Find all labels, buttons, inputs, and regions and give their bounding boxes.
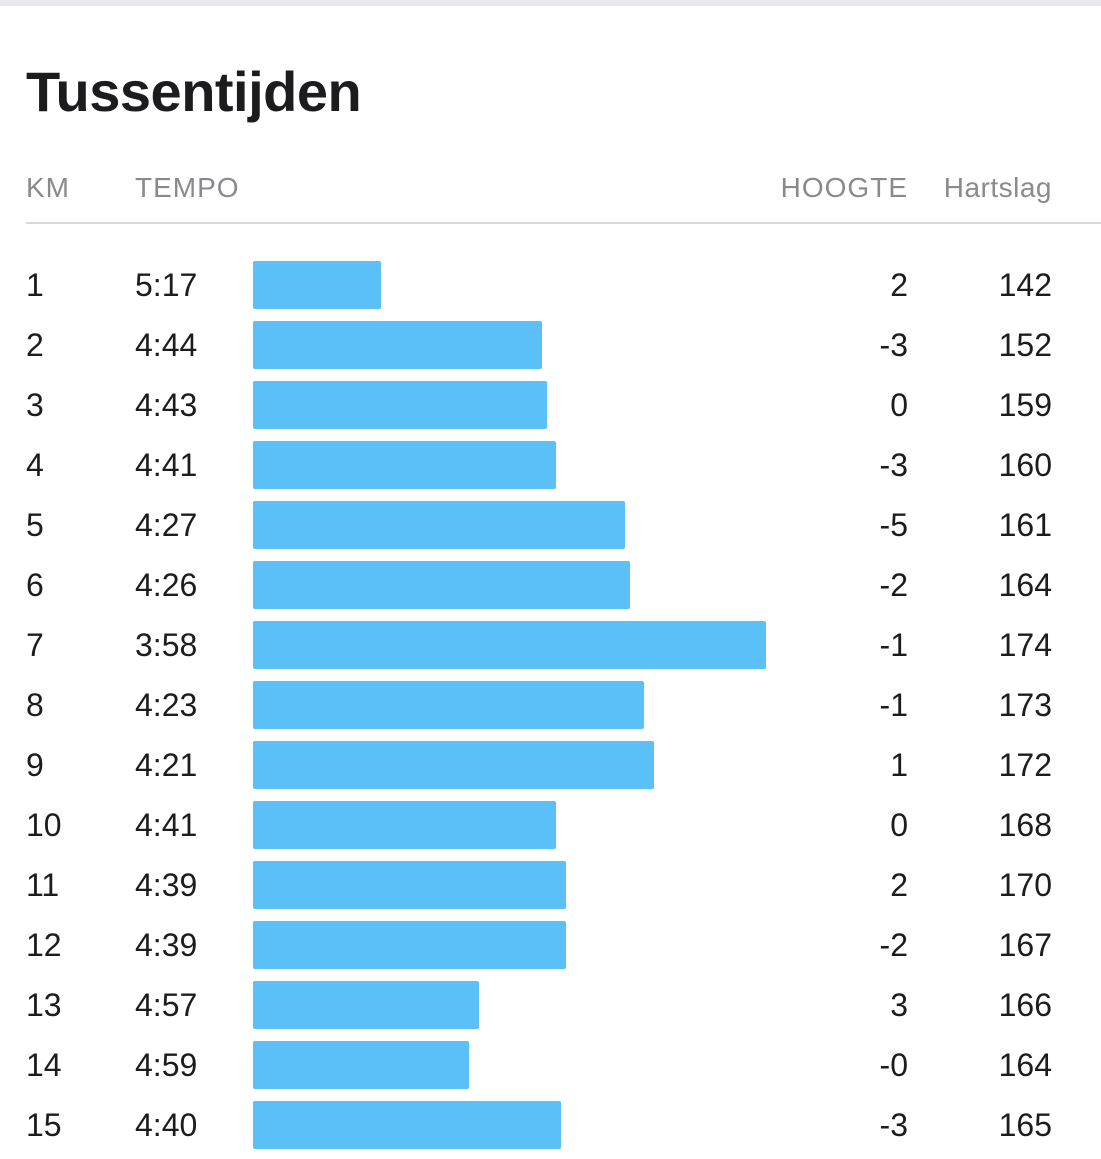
split-pace-bar xyxy=(253,501,625,549)
split-pace-bar xyxy=(253,981,479,1029)
split-tempo: 4:43 xyxy=(135,387,198,423)
split-km: 5 xyxy=(26,507,44,543)
page-title: Tussentijden xyxy=(26,60,362,123)
split-row: 11 4:39 2 170 xyxy=(0,855,1101,915)
split-hoogte: -3 xyxy=(879,1107,908,1143)
split-pace-bar xyxy=(253,741,654,789)
split-km: 8 xyxy=(26,687,44,723)
splits-list: 1 5:17 2 142 2 4:44 -3 152 3 4:43 0 159 … xyxy=(0,255,1101,1155)
split-hoogte: -3 xyxy=(879,447,908,483)
split-tempo: 4:27 xyxy=(135,507,198,543)
split-km: 4 xyxy=(26,447,44,483)
split-km: 6 xyxy=(26,567,44,603)
split-row: 15 4:40 -3 165 xyxy=(0,1095,1101,1155)
split-tempo: 4:41 xyxy=(135,447,198,483)
split-pace-bar xyxy=(253,1041,469,1089)
split-tempo: 3:58 xyxy=(135,627,198,663)
split-km: 11 xyxy=(26,867,60,903)
column-header-tempo: TEMPO xyxy=(135,172,240,203)
split-row: 7 3:58 -1 174 xyxy=(0,615,1101,675)
split-row: 5 4:27 -5 161 xyxy=(0,495,1101,555)
split-pace-bar xyxy=(253,621,766,669)
split-hartslag: 142 xyxy=(998,267,1052,303)
split-km: 1 xyxy=(26,267,44,303)
split-hoogte: 0 xyxy=(890,807,908,843)
split-hartslag: 168 xyxy=(998,807,1052,843)
split-row: 2 4:44 -3 152 xyxy=(0,315,1101,375)
split-pace-bar xyxy=(253,321,542,369)
top-strip xyxy=(0,0,1101,6)
split-tempo: 4:39 xyxy=(135,927,198,963)
split-tempo: 4:40 xyxy=(135,1107,198,1143)
split-hoogte: -2 xyxy=(879,927,908,963)
split-hartslag: 164 xyxy=(998,567,1052,603)
split-row: 10 4:41 0 168 xyxy=(0,795,1101,855)
split-tempo: 4:41 xyxy=(135,807,198,843)
split-row: 9 4:21 1 172 xyxy=(0,735,1101,795)
split-pace-bar xyxy=(253,861,567,909)
split-tempo: 4:21 xyxy=(135,747,198,783)
split-hartslag: 167 xyxy=(998,927,1052,963)
split-hoogte: -5 xyxy=(879,507,908,543)
split-hoogte: 0 xyxy=(890,387,908,423)
split-km: 14 xyxy=(26,1047,62,1083)
split-pace-bar xyxy=(253,1101,562,1149)
split-km: 3 xyxy=(26,387,44,423)
split-hartslag: 164 xyxy=(998,1047,1052,1083)
split-pace-bar xyxy=(253,681,645,729)
split-km: 9 xyxy=(26,747,44,783)
split-hartslag: 165 xyxy=(998,1107,1052,1143)
split-hartslag: 160 xyxy=(998,447,1052,483)
split-km: 15 xyxy=(26,1107,62,1143)
split-hoogte: -0 xyxy=(879,1047,908,1083)
split-hoogte: 1 xyxy=(890,747,908,783)
split-hoogte: -3 xyxy=(879,327,908,363)
split-tempo: 5:17 xyxy=(135,267,198,303)
split-pace-bar xyxy=(253,921,567,969)
split-km: 10 xyxy=(26,807,62,843)
split-tempo: 4:59 xyxy=(135,1047,198,1083)
split-tempo: 4:39 xyxy=(135,867,198,903)
split-hoogte: 2 xyxy=(890,267,908,303)
split-row: 13 4:57 3 166 xyxy=(0,975,1101,1035)
split-row: 4 4:41 -3 160 xyxy=(0,435,1101,495)
split-pace-bar xyxy=(253,801,557,849)
column-header-hoogte: HOOGTE xyxy=(780,172,908,203)
split-row: 3 4:43 0 159 xyxy=(0,375,1101,435)
split-hoogte: 2 xyxy=(890,867,908,903)
split-km: 2 xyxy=(26,327,44,363)
split-hartslag: 161 xyxy=(998,507,1052,543)
column-header-km: KM xyxy=(26,172,70,203)
header-divider xyxy=(26,222,1101,224)
split-hartslag: 173 xyxy=(998,687,1052,723)
split-row: 8 4:23 -1 173 xyxy=(0,675,1101,735)
split-hoogte: 3 xyxy=(890,987,908,1023)
split-row: 1 5:17 2 142 xyxy=(0,255,1101,315)
split-row: 6 4:26 -2 164 xyxy=(0,555,1101,615)
split-hartslag: 170 xyxy=(998,867,1052,903)
column-header-hartslag: Hartslag xyxy=(943,172,1052,203)
split-km: 13 xyxy=(26,987,62,1023)
split-hartslag: 166 xyxy=(998,987,1052,1023)
split-hoogte: -1 xyxy=(879,627,908,663)
split-hoogte: -1 xyxy=(879,687,908,723)
split-hoogte: -2 xyxy=(879,567,908,603)
split-hartslag: 159 xyxy=(998,387,1052,423)
split-km: 7 xyxy=(26,627,44,663)
split-tempo: 4:44 xyxy=(135,327,198,363)
split-pace-bar xyxy=(253,261,381,309)
split-row: 14 4:59 -0 164 xyxy=(0,1035,1101,1095)
split-tempo: 4:57 xyxy=(135,987,198,1023)
split-pace-bar xyxy=(253,561,630,609)
split-hartslag: 172 xyxy=(998,747,1052,783)
split-pace-bar xyxy=(253,381,547,429)
split-hartslag: 174 xyxy=(998,627,1052,663)
split-tempo: 4:26 xyxy=(135,567,198,603)
split-tempo: 4:23 xyxy=(135,687,198,723)
split-row: 12 4:39 -2 167 xyxy=(0,915,1101,975)
split-km: 12 xyxy=(26,927,62,963)
split-pace-bar xyxy=(253,441,557,489)
split-hartslag: 152 xyxy=(998,327,1052,363)
